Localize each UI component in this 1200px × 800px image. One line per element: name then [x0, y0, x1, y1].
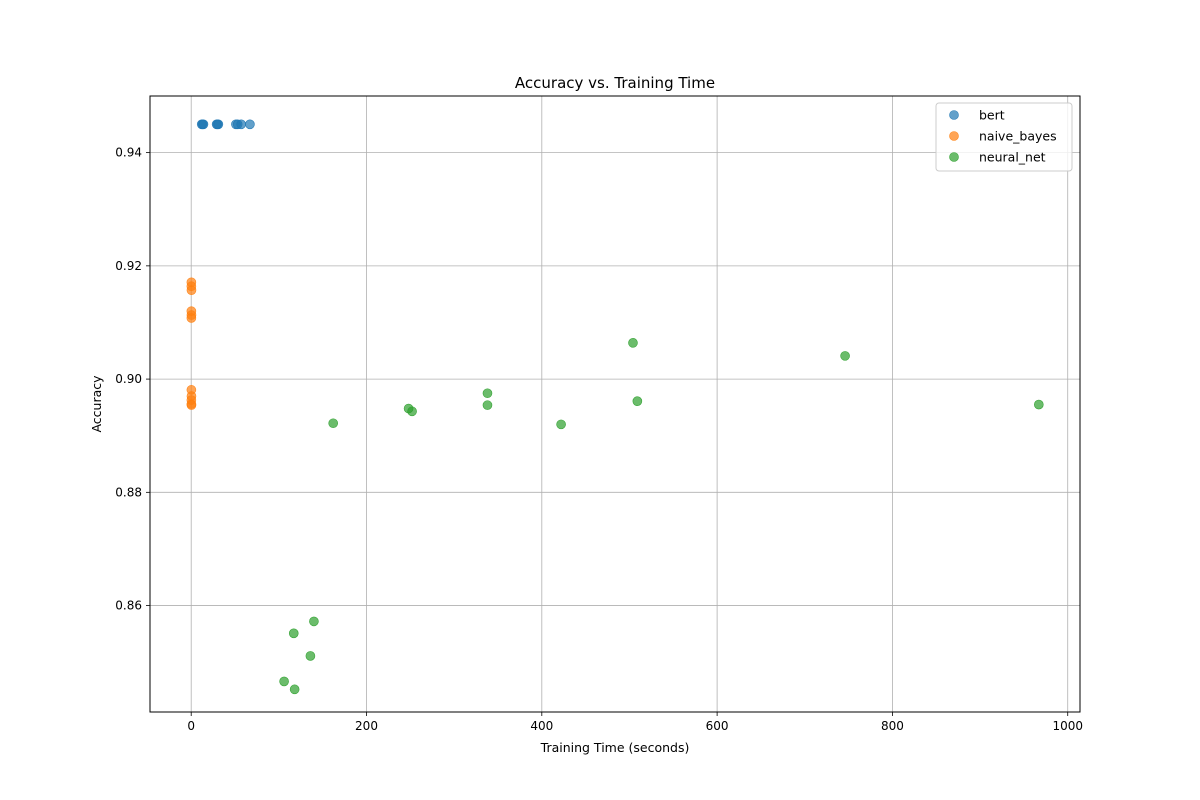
data-point-bert: [198, 119, 209, 130]
data-point-neural_net: [279, 676, 289, 687]
data-point-neural_net: [305, 651, 316, 661]
x-axis-label: Training Time (seconds): [540, 740, 690, 755]
grid: [150, 96, 1080, 712]
data-point-neural_net: [1034, 399, 1044, 410]
data-point-neural_net: [309, 616, 319, 627]
x-tick-label: 800: [881, 719, 904, 733]
data-point-neural_net: [328, 418, 338, 429]
data-points: [186, 119, 1044, 695]
y-tick-label: 0.88: [115, 485, 142, 499]
data-point-neural_net: [407, 406, 417, 417]
y-tick-label: 0.92: [115, 259, 142, 273]
chart-title: Accuracy vs. Training Time: [515, 74, 715, 92]
data-point-neural_net: [628, 338, 638, 348]
legend-marker-naive_bayes: [949, 131, 959, 141]
legend: bert naive_bayes neural_net: [935, 102, 1073, 172]
data-point-bert: [245, 119, 255, 130]
x-tick-label: 0: [187, 719, 195, 733]
axis-ticks: 0 200 400 600 800 1000 0.86 0.88 0.90 0.92 0.94: [115, 146, 1083, 733]
data-point-naive_bayes: [186, 313, 197, 323]
x-tick-label: 1000: [1052, 719, 1083, 733]
legend-box: [935, 102, 1073, 172]
legend-label-neural_net: neural_net: [979, 150, 1046, 165]
y-tick-label: 0.90: [115, 372, 142, 386]
data-point-neural_net: [288, 628, 299, 639]
x-tick-label: 200: [355, 719, 378, 733]
data-point-neural_net: [482, 400, 493, 410]
legend-label-bert: bert: [979, 108, 1005, 123]
data-point-bert: [236, 119, 246, 130]
y-tick-label: 0.94: [115, 146, 142, 160]
data-point-naive_bayes: [186, 400, 197, 410]
data-point-neural_net: [556, 419, 566, 430]
y-tick-label: 0.86: [115, 599, 142, 613]
x-tick-label: 400: [530, 719, 553, 733]
x-tick-label: 600: [706, 719, 729, 733]
y-axis-label: Accuracy: [89, 375, 104, 433]
data-point-bert: [213, 119, 224, 130]
data-point-neural_net: [632, 396, 643, 406]
data-point-neural_net: [482, 388, 493, 399]
legend-label-naive_bayes: naive_bayes: [979, 129, 1057, 144]
legend-marker-bert: [949, 110, 959, 120]
data-point-neural_net: [840, 351, 850, 361]
legend-marker-neural_net: [949, 152, 959, 162]
data-point-naive_bayes: [186, 285, 197, 295]
plot-frame: [149, 95, 1081, 713]
data-point-neural_net: [289, 684, 300, 695]
